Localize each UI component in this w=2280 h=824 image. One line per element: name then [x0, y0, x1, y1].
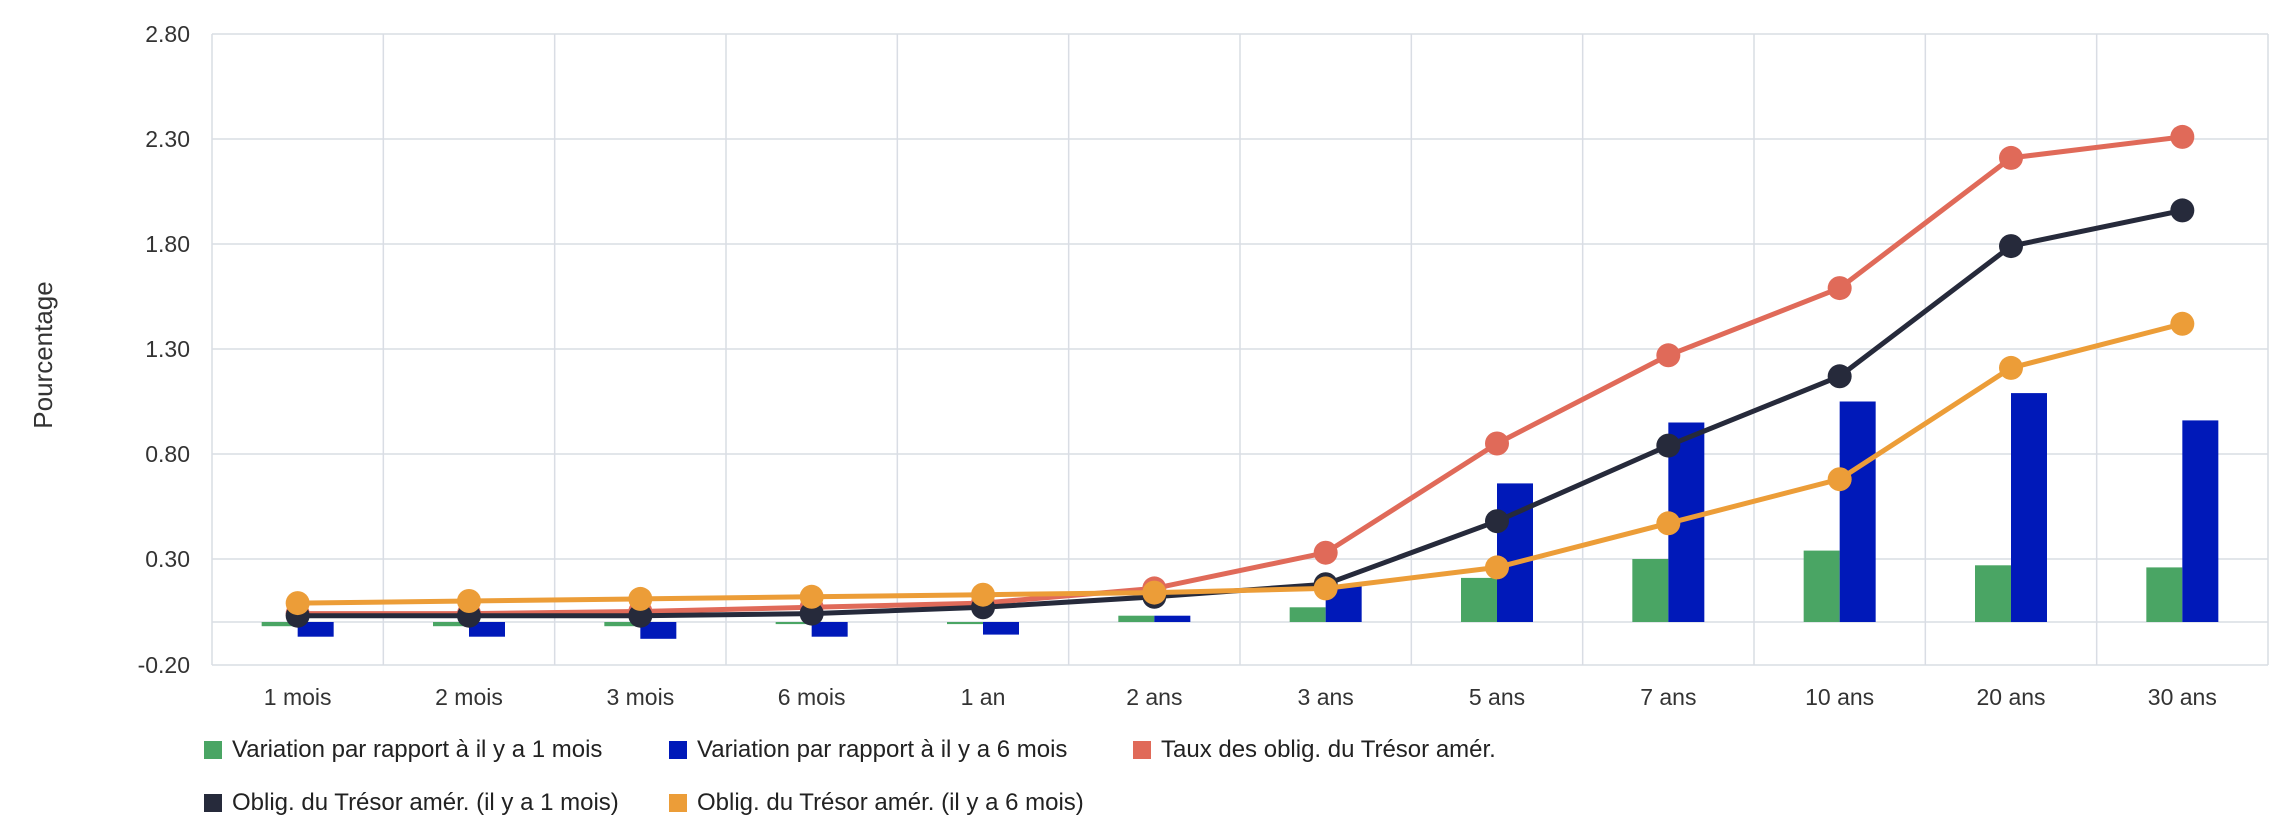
x-tick-label: 2 ans [1126, 684, 1182, 710]
y-tick-label: -0.20 [138, 652, 190, 678]
line-point [1656, 433, 1681, 458]
bar [2011, 393, 2047, 622]
lines [285, 124, 2195, 628]
legend-label: Oblig. du Trésor amér. (il y a 6 mois) [697, 788, 1084, 816]
line-point [285, 591, 310, 616]
y-tick-label: 2.80 [145, 21, 190, 47]
x-tick-label: 3 ans [1298, 684, 1354, 710]
legend-label: Variation par rapport à il y a 1 mois [232, 735, 603, 763]
legend-swatch-dark [204, 793, 222, 812]
legend-item-treasury-rate[interactable]: Taux des oblig. du Trésor amér. [1133, 733, 1496, 766]
line-point [1656, 343, 1681, 368]
y-tick-label: 2.30 [145, 126, 190, 152]
bar [1803, 550, 1840, 622]
line-point [971, 582, 995, 607]
bar [1118, 615, 1155, 622]
legend-swatch-blue [669, 740, 687, 759]
bar [2146, 567, 2183, 622]
bar [1497, 483, 1533, 622]
x-tick-label: 3 mois [606, 684, 674, 710]
line-point [1313, 540, 1338, 565]
line-point [1313, 576, 1338, 601]
y-tick-label: 0.80 [145, 441, 190, 467]
line-point [457, 589, 481, 613]
bar [297, 622, 334, 637]
x-tick-label: 5 ans [1469, 684, 1525, 710]
x-tick-label: 20 ans [1976, 684, 2045, 710]
y-axis-label: Pourcentage [28, 281, 58, 428]
line-point [1999, 355, 2023, 380]
legend-label: Taux des oblig. du Trésor amér. [1161, 735, 1496, 763]
x-tick-label: 10 ans [1805, 684, 1874, 710]
x-tick-label: 30 ans [2148, 684, 2217, 710]
bar [811, 622, 848, 637]
bar [261, 622, 298, 627]
x-tick-label: 2 mois [435, 684, 503, 710]
line-point [628, 586, 653, 611]
x-tick-label: 1 mois [264, 684, 332, 710]
x-tick-label: 6 mois [778, 684, 846, 710]
line-point [1656, 511, 1681, 536]
axis-labels: 2.80 2.30 1.80 1.30 0.80 0.30 -0.20 1 mois 2 moi… [138, 21, 2217, 710]
legend-swatch-red [1133, 740, 1151, 759]
bar [640, 622, 677, 639]
legend-swatch-orange [669, 793, 687, 812]
bar [1461, 577, 1497, 622]
line-point [1999, 234, 2023, 259]
line-point [1827, 364, 1852, 389]
line-point [799, 601, 824, 626]
bar [1632, 559, 1669, 622]
bar [2182, 420, 2219, 622]
bar [983, 622, 1019, 635]
line-point [1827, 276, 1852, 301]
legend-swatch-green [204, 740, 222, 759]
line-point [1485, 431, 1509, 456]
series-line [297, 321, 2183, 606]
bar [1975, 565, 2011, 622]
line-point [2170, 124, 2195, 149]
legend-label: Oblig. du Trésor amér. (il y a 1 mois) [232, 788, 619, 816]
legend: Variation par rapport à il y a 1 mois Va… [204, 733, 2104, 819]
line-point [1999, 145, 2023, 170]
bar [947, 622, 983, 625]
line-point [2170, 311, 2195, 336]
line-point [2170, 198, 2195, 223]
x-tick-label: 1 an [961, 684, 1006, 710]
bar [433, 622, 469, 627]
x-tick-label: 7 ans [1640, 684, 1696, 710]
line-point [628, 603, 653, 628]
bar [1154, 615, 1191, 622]
series-line [297, 134, 2183, 617]
legend-item-treasury-1-month-ago[interactable]: Oblig. du Trésor amér. (il y a 1 mois) [204, 786, 641, 819]
legend-item-change-6-months[interactable]: Variation par rapport à il y a 6 mois [669, 733, 1105, 766]
legend-item-treasury-6-months-ago[interactable]: Oblig. du Trésor amér. (il y a 6 mois) [669, 786, 1105, 819]
y-tick-label: 1.80 [145, 231, 190, 257]
legend-item-change-1-month[interactable]: Variation par rapport à il y a 1 mois [204, 733, 641, 766]
bar [1289, 607, 1326, 622]
legend-label: Variation par rapport à il y a 6 mois [697, 735, 1068, 763]
y-tick-label: 0.30 [145, 546, 190, 572]
line-point [1485, 555, 1509, 580]
grid [211, 33, 2269, 666]
bar [469, 622, 505, 637]
line-point [1485, 509, 1509, 534]
line-point [1142, 580, 1167, 605]
line-point [799, 584, 824, 609]
line-point [1827, 467, 1852, 492]
bar [775, 622, 812, 625]
bars [261, 393, 2219, 639]
bar [604, 622, 641, 627]
bar [1839, 401, 1876, 622]
y-tick-label: 1.30 [145, 336, 190, 362]
